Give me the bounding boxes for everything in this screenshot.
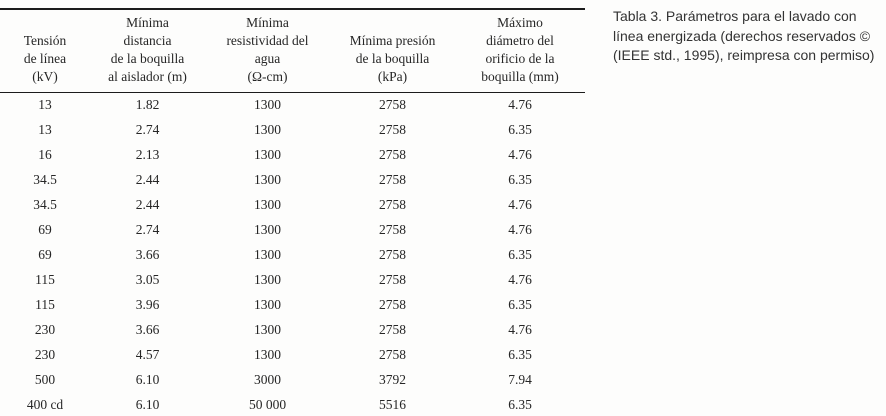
table-row: 69 3.66 1300 2758 6.35 [0,243,585,268]
table-cell: 1300 [254,222,281,237]
table-cell: 6.35 [508,396,532,412]
table-cell: 2758 [379,247,406,262]
column-header-resistividad: Mínima resistividad del agua (Ω-cm) [205,9,330,93]
table-cell: 6.35 [508,122,532,137]
table-cell: 5516 [379,396,406,412]
table-cell: 2.13 [135,147,160,162]
table-cell: 4.76 [508,322,532,337]
table-cell: 3000 [254,372,281,387]
column-header-distancia: Mínima distancia de la boquilla al aisla… [90,9,205,93]
table-cell: 6.10 [135,396,160,412]
table-cell: 69 [38,222,52,237]
table-cell: 1300 [254,197,281,212]
table-cell: 3.96 [135,297,160,312]
table-cell: 6.35 [508,247,532,262]
table-cell: 2758 [379,172,406,187]
table-cell: 1300 [254,272,281,287]
table-cell: 13 [38,122,52,137]
table-row: 13 1.82 1300 2758 4.76 [0,93,585,118]
table-cell: 1300 [254,122,281,137]
table-cell: 2.74 [135,122,160,137]
table-row: 230 4.57 1300 2758 6.35 [0,343,585,368]
table-cell: 1300 [254,347,281,362]
table-cell: 34.5 [33,172,57,187]
table-cell: 2758 [379,97,406,113]
table-row: 69 2.74 1300 2758 4.76 [0,218,585,243]
table-caption: Tabla 3. Parámetros para el lavado con l… [613,8,875,63]
table-cell: 6.35 [508,172,532,187]
table-row: 13 2.74 1300 2758 6.35 [0,118,585,143]
table-cell: 2.44 [135,197,160,212]
table-cell: 4.76 [508,197,532,212]
table-cell: 6.35 [508,297,532,312]
column-header-tension: Tensión de línea (kV) [0,9,90,93]
table-header-row: Tensión de línea (kV) Mínima distancia d… [0,9,585,93]
table-cell: 230 [34,322,56,337]
table-cell: 3792 [379,372,406,387]
table-cell: 1300 [254,172,281,187]
table-cell: 4.76 [508,97,532,113]
table-cell: 115 [35,297,55,312]
table-cell: 2758 [379,272,406,287]
table-cell: 2758 [379,347,406,362]
table-cell: 1300 [254,297,281,312]
table-cell: 3.05 [135,272,160,287]
column-header-presion: Mínima presión de la boquilla (kPa) [330,9,455,93]
table-cell: 34.5 [33,197,57,212]
table-cell: 500 [34,372,56,387]
table-row: 16 2.13 1300 2758 4.76 [0,143,585,168]
table-row: 400 cd 6.10 50 000 5516 6.35 [0,393,585,416]
table-row: 34.5 2.44 1300 2758 4.76 [0,193,585,218]
table-cell: 230 [34,347,56,362]
table-cell: 2758 [379,322,406,337]
table-cell: 2.74 [135,222,160,237]
table-cell: 2758 [379,197,406,212]
table-cell: 13 [38,97,52,113]
table-cell: 50 000 [248,396,287,412]
column-header-diametro: Máximo diámetro del orificio de la boqui… [455,9,585,93]
table-header: Tensión de línea (kV) Mínima distancia d… [0,9,585,93]
table-row: 230 3.66 1300 2758 4.76 [0,318,585,343]
table-cell: 2758 [379,147,406,162]
table-cell: 6.10 [135,372,160,387]
table-cell: 2.44 [135,172,160,187]
table-row: 115 3.96 1300 2758 6.35 [0,293,585,318]
table-cell: 2758 [379,122,406,137]
table-cell: 3.66 [135,247,160,262]
table-cell: 1300 [254,322,281,337]
table-cell: 2758 [379,297,406,312]
table-cell: 4.76 [508,147,532,162]
table-cell: 1300 [254,247,281,262]
parameters-table: Tensión de línea (kV) Mínima distancia d… [0,8,585,416]
table-cell: 1300 [254,147,281,162]
table-body: 13 1.82 1300 2758 4.76 13 2.74 1300 2758 6.35 16 2.… [0,93,585,416]
table-row: 34.5 2.44 1300 2758 6.35 [0,168,585,193]
table-cell: 2758 [379,222,406,237]
table-cell: 1.82 [135,97,160,113]
table-cell: 6.35 [508,347,532,362]
table-row: 115 3.05 1300 2758 4.76 [0,268,585,293]
table: Tensión de línea (kV) Mínima distancia d… [0,8,585,416]
table-cell: 4.76 [508,272,532,287]
table-cell: 400 cd [26,396,64,412]
table-cell: 7.94 [508,372,532,387]
table-cell: 3.66 [135,322,160,337]
table-cell: 1300 [254,97,281,113]
table-row: 500 6.10 3000 3792 7.94 [0,368,585,393]
table-cell: 69 [38,247,52,262]
table-cell: 4.76 [508,222,532,237]
table-cell: 16 [38,147,52,162]
table-cell: 4.57 [135,347,160,362]
table-cell: 115 [35,272,55,287]
